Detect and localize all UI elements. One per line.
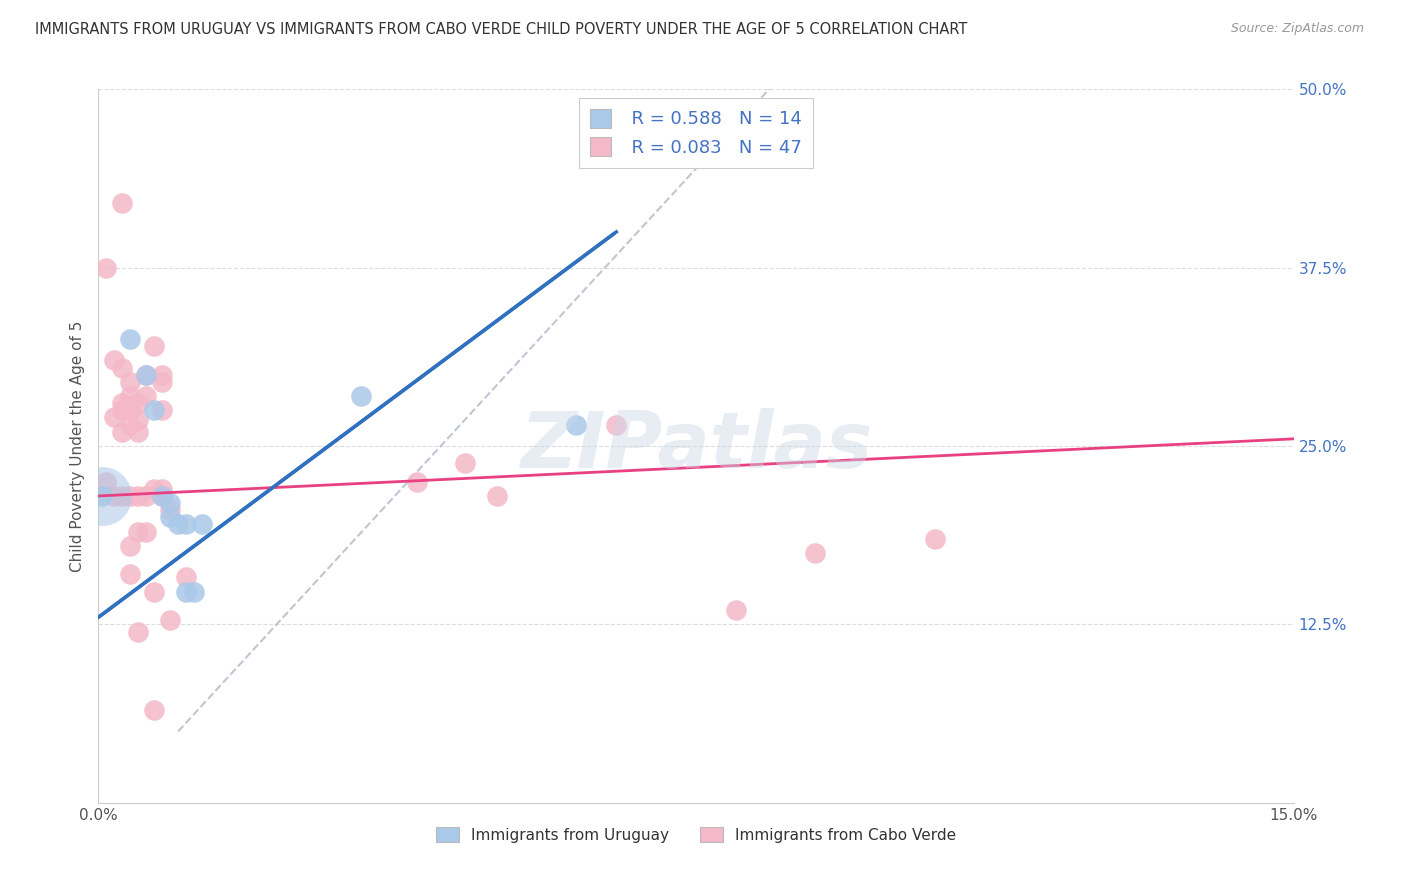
Point xyxy=(143,339,166,353)
Y-axis label: Child Poverty Under the Age of 5: Child Poverty Under the Age of 5 xyxy=(69,320,84,572)
Text: ZIPatlas: ZIPatlas xyxy=(520,408,872,484)
Point xyxy=(120,375,142,389)
Point xyxy=(143,703,166,717)
Point xyxy=(127,624,149,639)
Point xyxy=(454,456,477,470)
Point xyxy=(924,532,946,546)
Point xyxy=(150,375,173,389)
Point xyxy=(127,425,149,439)
Point xyxy=(174,517,197,532)
Point xyxy=(159,613,181,627)
Point xyxy=(804,546,827,560)
Point xyxy=(191,517,214,532)
Point xyxy=(120,403,142,417)
Point xyxy=(150,482,173,496)
Point xyxy=(91,489,114,503)
Point xyxy=(127,524,149,539)
Point xyxy=(111,403,134,417)
Point xyxy=(159,510,181,524)
Point xyxy=(565,417,588,432)
Point xyxy=(103,353,125,368)
Point xyxy=(127,489,149,503)
Point xyxy=(350,389,373,403)
Point xyxy=(143,584,166,599)
Point xyxy=(103,410,125,425)
Point xyxy=(485,489,508,503)
Point xyxy=(150,489,173,503)
Point xyxy=(159,496,181,510)
Point xyxy=(120,489,142,503)
Point xyxy=(103,489,125,503)
Point xyxy=(111,396,134,410)
Point xyxy=(135,524,157,539)
Point xyxy=(135,368,157,382)
Point xyxy=(111,196,134,211)
Point xyxy=(183,584,205,599)
Point xyxy=(174,584,197,599)
Point xyxy=(120,539,142,553)
Text: Source: ZipAtlas.com: Source: ZipAtlas.com xyxy=(1230,22,1364,36)
Point xyxy=(135,389,157,403)
Point xyxy=(174,570,197,584)
Point xyxy=(159,503,181,517)
Point xyxy=(120,332,142,346)
Point xyxy=(605,417,627,432)
Point xyxy=(406,475,429,489)
Point xyxy=(96,260,118,275)
Point xyxy=(143,482,166,496)
Point xyxy=(167,517,190,532)
Legend: Immigrants from Uruguay, Immigrants from Cabo Verde: Immigrants from Uruguay, Immigrants from… xyxy=(430,821,962,848)
Point xyxy=(150,403,173,417)
Point xyxy=(120,389,142,403)
Point xyxy=(150,368,173,382)
Point xyxy=(150,489,173,503)
Point xyxy=(96,475,118,489)
Point xyxy=(724,603,747,617)
Point xyxy=(111,489,134,503)
Point xyxy=(120,567,142,582)
Text: IMMIGRANTS FROM URUGUAY VS IMMIGRANTS FROM CABO VERDE CHILD POVERTY UNDER THE AG: IMMIGRANTS FROM URUGUAY VS IMMIGRANTS FR… xyxy=(35,22,967,37)
Point xyxy=(135,368,157,382)
Point xyxy=(127,396,149,410)
Point xyxy=(143,403,166,417)
Point xyxy=(120,417,142,432)
Point xyxy=(91,489,114,503)
Point xyxy=(111,360,134,375)
Point xyxy=(135,489,157,503)
Point xyxy=(111,425,134,439)
Point xyxy=(127,413,149,427)
